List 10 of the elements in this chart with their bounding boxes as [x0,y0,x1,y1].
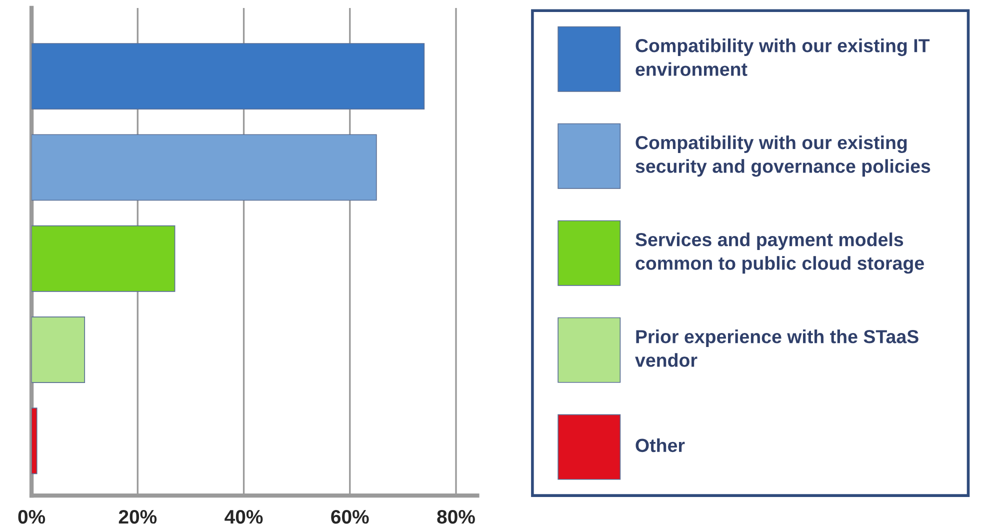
text: Compatibility with our existing IT environment [636,38,930,76]
text: Other [636,438,685,452]
x-tick-label: 0% [18,510,46,524]
text: Compatibility with our existing security and governance policies [636,135,930,177]
x-tick-label: 20% [118,510,157,524]
text: Services and payment models common to public cloud storage [636,232,924,274]
x-tick-label: 40% [224,510,263,524]
x-tick-label: 60% [331,510,369,524]
x-tick-label: 80% [437,510,475,524]
text: Prior experience with the STaaS vendor [635,330,918,367]
